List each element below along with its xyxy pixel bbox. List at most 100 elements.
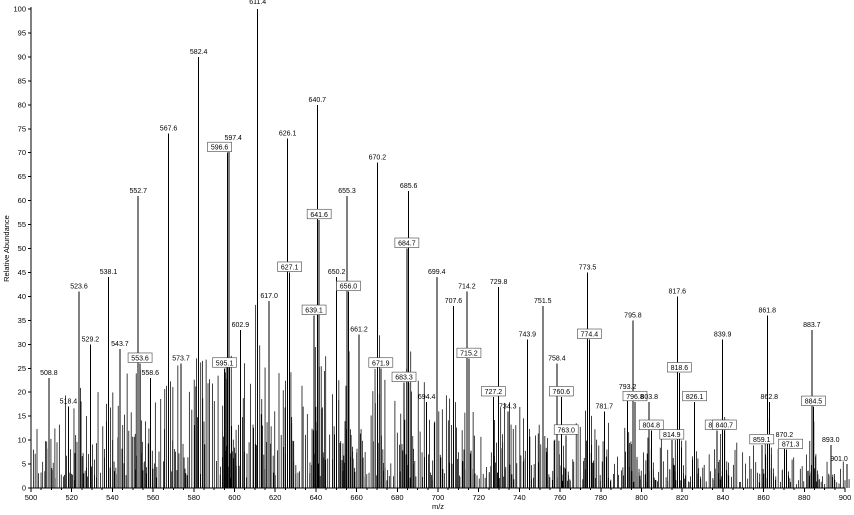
peak-label-box [456, 347, 482, 358]
peak-label: 567.6 [160, 126, 178, 133]
peak-label-box [336, 280, 361, 291]
y-tick-label: 100 [13, 5, 26, 14]
peak-label-box [622, 390, 648, 402]
peak-label: 796.8 [626, 394, 644, 401]
peak-label: 596.6 [211, 145, 229, 152]
peak-label-box [659, 429, 685, 440]
peak-label: 558.6 [141, 370, 159, 377]
peak-label-box [394, 237, 420, 248]
x-tick-label: 860 [757, 493, 770, 502]
peak-label: 729.8 [490, 279, 508, 286]
peak-label: 508.8 [40, 370, 58, 377]
peak-label: 626.1 [279, 130, 297, 137]
peak-label-box [749, 434, 775, 445]
peak-label: 523.6 [70, 284, 88, 291]
peak-label: 699.4 [428, 269, 446, 276]
x-tick-label: 840 [717, 493, 730, 502]
x-tick-label: 760 [554, 493, 567, 502]
peak-label-box [801, 395, 826, 406]
peak-label: 803.8 [640, 394, 658, 401]
peak-label-box [778, 438, 803, 449]
peak-label: 552.7 [129, 188, 147, 195]
y-tick-label: 75 [18, 124, 26, 133]
peak-label-box [682, 390, 707, 402]
x-tick-label: 560 [147, 493, 160, 502]
y-tick-label: 80 [18, 100, 26, 109]
y-tick-label: 65 [18, 172, 26, 181]
peak-label-box [306, 208, 332, 220]
peak-label: 661.2 [350, 327, 368, 334]
peak-label: 734.3 [499, 403, 517, 410]
peak-label: 758.4 [548, 355, 566, 362]
peak-label: 817.6 [669, 288, 687, 295]
x-tick-label: 540 [106, 493, 119, 502]
y-tick-label: 25 [18, 364, 26, 373]
peak-label: 793.2 [619, 384, 637, 391]
peak-label: 774.4 [581, 332, 599, 339]
y-tick-label: 5 [22, 460, 26, 469]
peak-label: 694.4 [418, 394, 436, 401]
peak-label: 529.2 [82, 336, 100, 343]
peak-label: 804.8 [643, 423, 661, 430]
peak-label: 871.3 [782, 442, 800, 449]
x-tick-label: 600 [228, 493, 241, 502]
peak-label: 826.1 [686, 394, 704, 401]
y-tick-label: 15 [18, 412, 26, 421]
peak-label-box [553, 424, 579, 435]
peak-label: 901.0 [830, 456, 848, 463]
peak-label: 840.7 [716, 423, 734, 430]
y-tick-label: 90 [18, 52, 26, 61]
peak-label: 538.1 [100, 269, 118, 276]
peak-label: 685.6 [400, 183, 418, 190]
peak-label: 670.2 [369, 154, 387, 161]
peak-label-box [667, 362, 692, 373]
peak-label: 602.9 [232, 322, 250, 329]
peak-label: 781.7 [595, 403, 613, 410]
y-tick-label: 0 [22, 484, 26, 493]
x-tick-label: 620 [269, 493, 282, 502]
peak-label-box [577, 328, 602, 339]
y-tick-label: 85 [18, 76, 26, 85]
peak-label-box [277, 261, 302, 272]
peak-label: 814.9 [663, 432, 681, 439]
peak-label-box [212, 357, 237, 368]
peak-label-box [481, 386, 506, 397]
peak-label: 639.1 [305, 308, 323, 315]
peak-label: 640.7 [309, 97, 327, 104]
peak-label: 573.7 [172, 355, 190, 362]
peak-label-box [301, 304, 327, 315]
peak-label: 727.2 [485, 389, 503, 396]
peak-label: 861.8 [758, 308, 776, 315]
peak-label: 893.0 [822, 437, 840, 444]
peak-label-box [368, 357, 394, 368]
y-tick-label: 40 [18, 292, 26, 301]
y-axis-title: Relative Abundance [2, 215, 11, 282]
x-tick-label: 640 [310, 493, 323, 502]
y-tick-label: 95 [18, 28, 26, 37]
peak-label: 839.9 [714, 332, 732, 339]
peak-label: 543.7 [111, 341, 129, 348]
peak-label: 655.3 [338, 188, 356, 195]
peak-label: 617.0 [260, 293, 278, 300]
peak-label: 773.5 [579, 264, 597, 271]
x-tick-label: 820 [676, 493, 689, 502]
peak-label: 760.6 [553, 389, 571, 396]
peak-label: 582.4 [190, 49, 208, 56]
peak-label-box [207, 141, 232, 152]
peak-label: 795.8 [624, 312, 642, 319]
peak-label: 751.5 [534, 298, 552, 305]
x-tick-label: 720 [472, 493, 485, 502]
peak-label-box [638, 419, 664, 430]
peak-label: 859.1 [753, 437, 771, 444]
y-tick-label: 45 [18, 268, 26, 277]
x-tick-label: 700 [432, 493, 445, 502]
peak-label-box [127, 352, 153, 363]
peak-label: 641.6 [310, 212, 328, 219]
y-tick-label: 20 [18, 388, 26, 397]
peak-label: 818.6 [671, 365, 689, 372]
peak-label: 714.2 [458, 284, 476, 291]
peak-label: 611.4 [249, 0, 266, 6]
peak-label: 671.9 [372, 360, 390, 367]
